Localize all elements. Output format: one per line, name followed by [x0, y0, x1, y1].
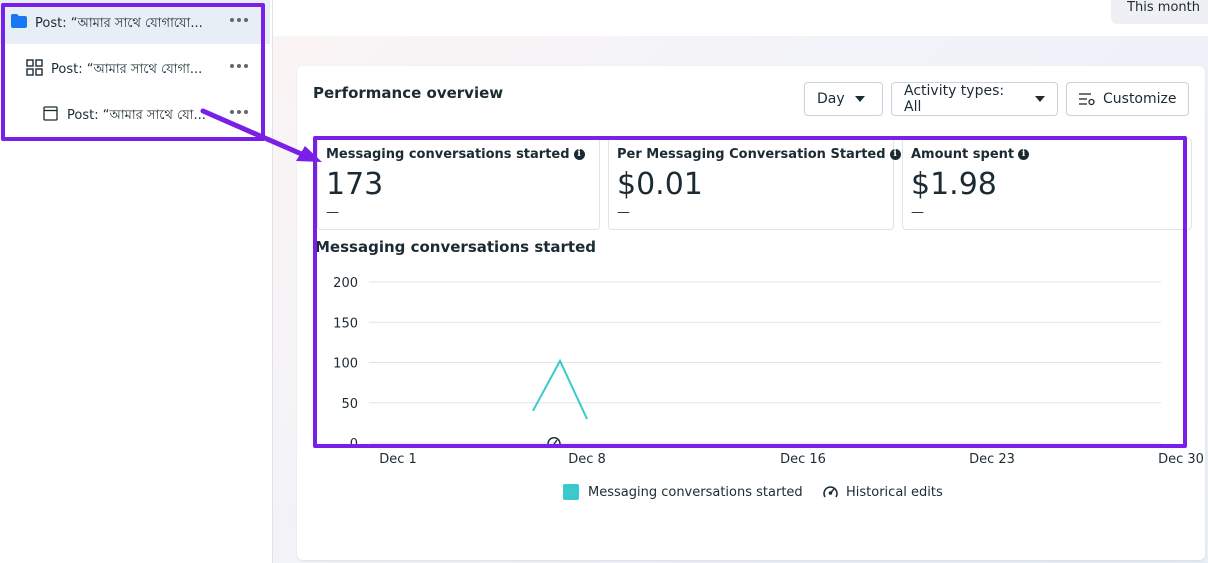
- activity-label: Activity types: All: [904, 83, 1005, 115]
- more-options-icon[interactable]: [230, 60, 250, 72]
- more-options-icon[interactable]: [230, 14, 250, 26]
- customize-icon: [1079, 92, 1095, 106]
- y-tick-label: 0: [350, 437, 358, 452]
- customize-button[interactable]: Customize: [1066, 82, 1189, 116]
- sidebar-item-label: Post: “আমার সাথে যো...: [67, 108, 206, 123]
- sidebar-item-label: Post: “আমার সাথে যোগাযো...: [35, 16, 203, 31]
- metric-value: $1.98: [911, 167, 997, 202]
- metric-label: Messaging conversations started i: [326, 147, 585, 162]
- metric-label: Amount spent i: [911, 147, 1030, 162]
- page-title: Performance overview: [313, 84, 504, 102]
- x-tick-label: Dec 1: [379, 452, 417, 467]
- y-tick-label: 50: [341, 397, 358, 412]
- metric-card[interactable]: Per Messaging Conversation Started i $0.0…: [608, 138, 901, 230]
- metric-change: —: [617, 205, 630, 220]
- chevron-down-icon: [854, 96, 865, 102]
- day-dropdown[interactable]: Day: [804, 82, 883, 116]
- legend-label: Historical edits: [846, 485, 943, 500]
- x-tick-label: Dec 30: [1158, 452, 1204, 467]
- sidebar-item-campaign[interactable]: Post: “আমার সাথে যোগাযো...: [0, 0, 270, 44]
- more-options-icon[interactable]: [230, 106, 250, 118]
- series-line: [532, 358, 588, 420]
- metric-change: —: [326, 205, 339, 220]
- sidebar-item-ad[interactable]: Post: “আমার সাথে যো...: [0, 92, 270, 136]
- x-tick-label: Dec 16: [780, 452, 826, 467]
- folder-icon: [11, 14, 27, 28]
- legend-item-historical-edits[interactable]: Historical edits: [822, 484, 943, 501]
- info-icon[interactable]: i: [573, 149, 585, 160]
- legend-label: Messaging conversations started: [588, 484, 803, 500]
- y-tick-label: 100: [333, 357, 358, 372]
- x-tick-label: Dec 23: [969, 452, 1015, 467]
- chevron-down-icon: [1035, 96, 1045, 102]
- line-chart: 0 50 100 150 200 Dec 1 Dec 8 Dec 16 Dec 23 Dec 30: [333, 276, 1204, 467]
- historical-edit-marker: [547, 437, 561, 448]
- customize-label: Customize: [1103, 91, 1177, 107]
- date-range-button[interactable]: This month: [1111, 0, 1208, 24]
- main-panel: This month Performance overview Day Acti…: [273, 0, 1208, 563]
- legend-item-series[interactable]: Messaging conversations started: [563, 484, 803, 500]
- sidebar-item-label: Post: “আমার সাথে যোগা...: [51, 62, 203, 77]
- y-tick-label: 200: [333, 276, 358, 291]
- legend-swatch: [563, 484, 579, 500]
- info-icon[interactable]: i: [1018, 149, 1030, 160]
- info-icon[interactable]: i: [889, 149, 901, 160]
- metric-label-text: Per Messaging Conversation Started: [617, 147, 886, 162]
- x-tick-label: Dec 8: [568, 452, 606, 467]
- metric-card[interactable]: Amount spent i $1.98 —: [902, 138, 1192, 230]
- metric-label-text: Messaging conversations started: [326, 147, 570, 162]
- sidebar: Post: “আমার সাথে যোগাযো... Post: “আমার স…: [0, 0, 273, 563]
- metric-change: —: [911, 205, 924, 220]
- day-label: Day: [817, 91, 845, 107]
- metric-value: $0.01: [617, 167, 703, 202]
- chart-title: Messaging conversations started: [315, 238, 597, 256]
- metric-label-text: Amount spent: [911, 147, 1015, 162]
- y-tick-label: 150: [333, 316, 358, 331]
- metric-value: 173: [326, 167, 384, 202]
- activity-types-dropdown[interactable]: Activity types: All: [891, 82, 1058, 116]
- metric-card[interactable]: Messaging conversations started i 173 —: [317, 138, 600, 230]
- performance-card: Performance overview Day Activity types:…: [297, 66, 1205, 560]
- top-band: [273, 0, 1208, 36]
- metric-label: Per Messaging Conversation Started i: [617, 147, 901, 162]
- grid-icon: [26, 59, 43, 76]
- historical-edits-icon: [822, 484, 839, 501]
- ad-icon: [43, 106, 58, 121]
- sidebar-item-adset[interactable]: Post: “আমার সাথে যোগা...: [0, 46, 270, 90]
